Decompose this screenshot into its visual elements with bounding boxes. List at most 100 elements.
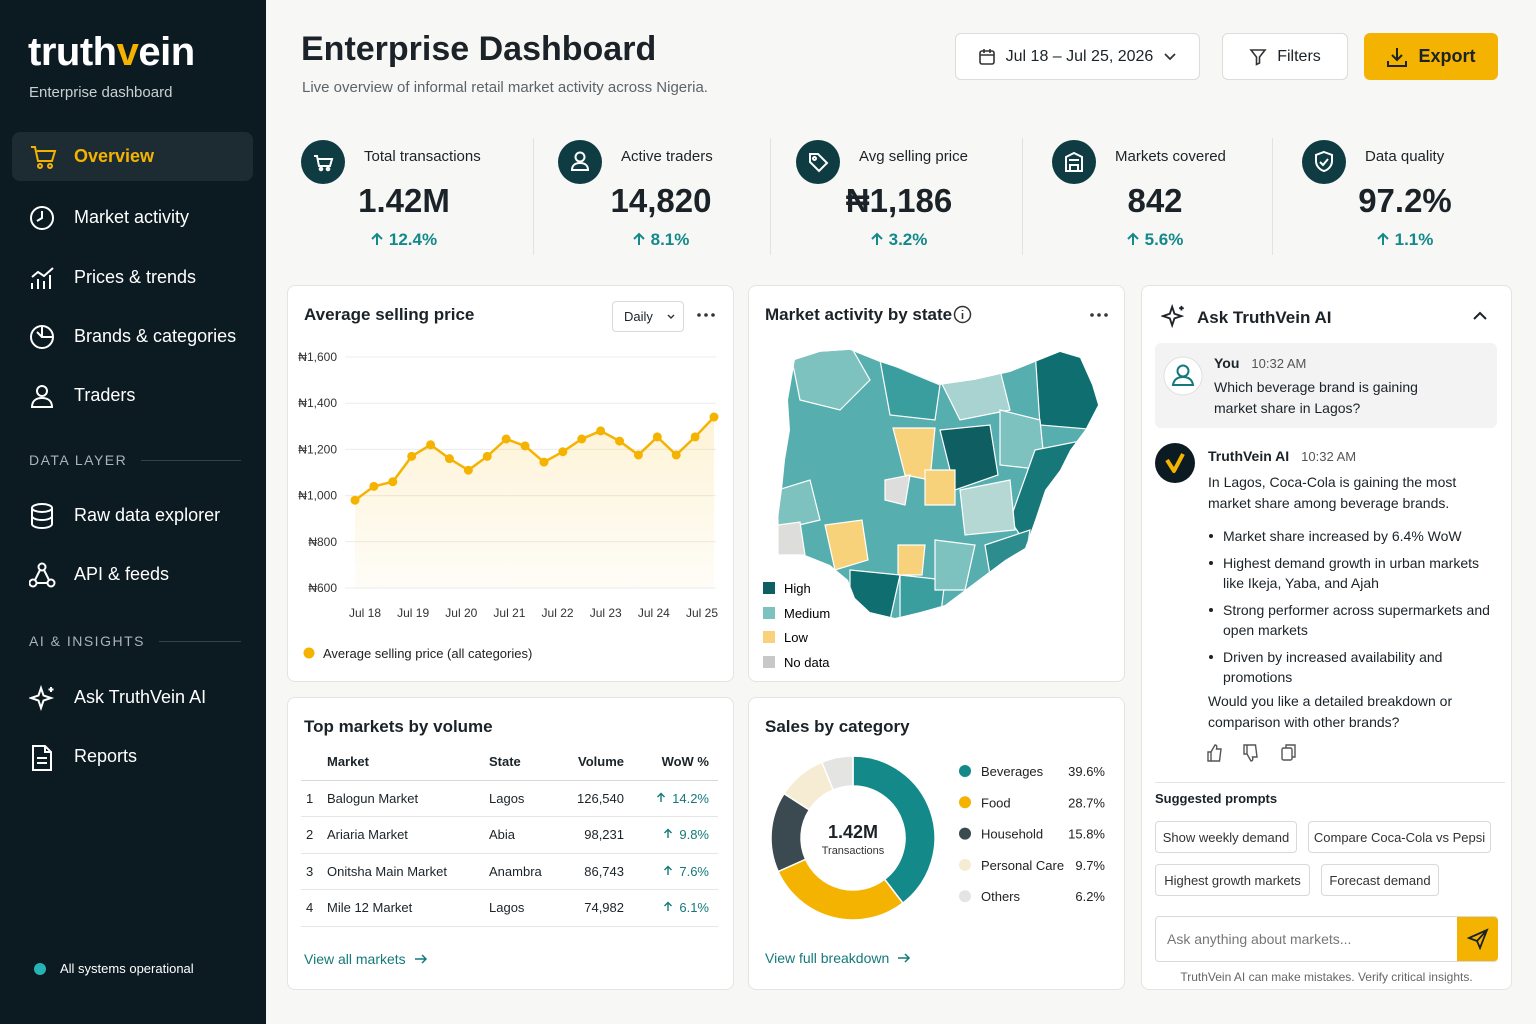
kpi-card: Markets covered 842 5.6%: [1052, 138, 1287, 258]
cell-text: Mile 12 Market: [327, 900, 413, 916]
link-text: View full breakdown: [765, 950, 890, 966]
sparkle-icon: [1161, 304, 1185, 329]
x-tick-label: Jul 20: [445, 606, 477, 620]
donut-slice: [777, 858, 904, 921]
prompt-chip[interactable]: Highest growth markets: [1155, 864, 1310, 896]
panel-title: Market activity by state: [765, 305, 953, 324]
kpi-label: Active traders: [621, 148, 713, 165]
system-status: All systems operational: [34, 961, 194, 976]
kpi-card: Avg selling price ₦1,186 3.2%: [796, 138, 1031, 258]
collapse-button[interactable]: [1472, 310, 1488, 322]
nav-section: DATA LAYER: [29, 452, 241, 468]
legend-label: Average selling price (all categories): [323, 646, 532, 661]
bullet: Market share increased by 6.4% WoW: [1208, 526, 1493, 546]
table-cell: 6.1%: [624, 889, 718, 927]
nav-section: AI & INSIGHTS: [29, 633, 241, 649]
nav-item[interactable]: Brands & categories: [12, 312, 253, 361]
point: [426, 440, 436, 450]
table-row: 4 Mile 12 Market Lagos 74,982 6.1%: [301, 889, 718, 927]
y-tick-label: ₦1,000: [298, 489, 337, 503]
send-button[interactable]: [1457, 917, 1498, 961]
table-cell: Balogun Market: [327, 780, 489, 817]
nav-item[interactable]: Ask TruthVein AI: [12, 673, 253, 722]
cell-text: Lagos: [489, 900, 525, 916]
kpi-icon: [1052, 140, 1096, 189]
nav-item[interactable]: Traders: [12, 371, 253, 420]
kpi-icon: [1302, 140, 1346, 189]
prompt-chip[interactable]: Forecast demand: [1321, 864, 1439, 896]
legend-swatch: [763, 582, 775, 594]
table-cell: Onitsha Main Market: [327, 853, 489, 890]
author: TruthVein AI: [1208, 448, 1290, 464]
legend-label: Others: [981, 889, 1021, 904]
cell-text: Lagos: [489, 790, 525, 806]
point: [463, 465, 473, 475]
nav-item[interactable]: Overview: [12, 132, 253, 181]
date-picker[interactable]: Jul 18 – Jul 25, 2026: [955, 33, 1200, 80]
view-breakdown-link[interactable]: View full breakdown: [765, 950, 911, 966]
more-menu[interactable]: [1089, 310, 1109, 320]
point: [444, 454, 454, 464]
legend-value: 9.7%: [1075, 858, 1105, 873]
point: [690, 432, 700, 442]
nav-item[interactable]: Reports: [12, 732, 253, 781]
legend-label: Beverages: [981, 764, 1044, 779]
button-label: Export: [1418, 46, 1476, 66]
cell-text: 74,982: [584, 900, 624, 916]
reply-bullets: Market share increased by 6.4% WoW Highe…: [1208, 526, 1493, 694]
table-row: 2 Ariaria Market Abia 98,231 9.8%: [301, 816, 718, 854]
bullet: Strong performer across supermarkets and…: [1208, 600, 1493, 640]
message-actions[interactable]: [1206, 744, 1301, 762]
kpi-icon: [558, 140, 602, 189]
legend-marker: [959, 858, 971, 871]
sales-panel: [748, 697, 1125, 990]
legend-marker: [959, 827, 971, 840]
kpi-value: 97.2%: [1358, 182, 1452, 219]
y-tick-label: ₦1,200: [298, 442, 337, 456]
view-all-link[interactable]: View all markets: [304, 951, 428, 967]
legend-marker: [959, 796, 971, 809]
table-cell: 14.2%: [624, 780, 718, 817]
table-row: 3 Onitsha Main Market Anambra 86,743 7.6%: [301, 853, 718, 890]
table-cell: 9.8%: [624, 816, 718, 854]
legend-label: Household: [981, 827, 1043, 842]
table-cell: 1: [301, 780, 327, 817]
nav-item[interactable]: API & feeds: [12, 550, 253, 599]
period-select[interactable]: Daily: [612, 301, 684, 332]
point: [577, 434, 587, 444]
panel-title: Average selling price: [304, 305, 475, 324]
table-cell: 74,982: [559, 889, 624, 927]
kpi-change: 5.6%: [1052, 230, 1258, 250]
kpi-label: Markets covered: [1115, 148, 1226, 165]
kpi-icon: [301, 140, 345, 189]
legend-value: 15.8%: [1068, 827, 1105, 842]
point: [652, 432, 662, 442]
legend-swatch: [763, 607, 775, 619]
prompt-chip[interactable]: Compare Coca-Cola vs Pepsi: [1308, 821, 1491, 853]
input-placeholder: Ask anything about markets...: [1167, 931, 1352, 947]
nav-item[interactable]: Market activity: [12, 193, 253, 242]
message-meta: You 10:32 AM: [1214, 355, 1306, 371]
export-button[interactable]: Export: [1364, 33, 1498, 80]
donut-center-value: 1.42M: [828, 822, 878, 842]
point: [633, 450, 643, 460]
panel-title: Ask TruthVein AI: [1197, 308, 1332, 327]
filters-button[interactable]: Filters: [1222, 33, 1348, 80]
prompt-chip[interactable]: Show weekly demand: [1155, 821, 1297, 853]
nav-item[interactable]: Raw data explorer: [12, 491, 253, 540]
change-value: 8.1%: [650, 230, 690, 249]
column-header: WoW %: [624, 744, 718, 781]
markets-table: Market State Volume WoW % 1 Balogun Market La…: [301, 744, 718, 927]
more-menu[interactable]: [696, 310, 716, 320]
info-icon[interactable]: [953, 305, 972, 324]
sidebar: truthvein Enterprise dashboard Overview …: [0, 0, 266, 1024]
cell-text: Anambra: [489, 863, 542, 879]
donut-center-label: Transactions: [822, 845, 885, 857]
point: [388, 477, 398, 487]
divider: [1155, 782, 1505, 783]
timestamp: 10:32 AM: [1251, 356, 1307, 371]
kpi-separator: [533, 138, 534, 255]
nav-item[interactable]: Prices & trends: [12, 253, 253, 302]
x-tick-label: Jul 21: [493, 606, 525, 620]
cell-text: 2: [306, 827, 314, 843]
